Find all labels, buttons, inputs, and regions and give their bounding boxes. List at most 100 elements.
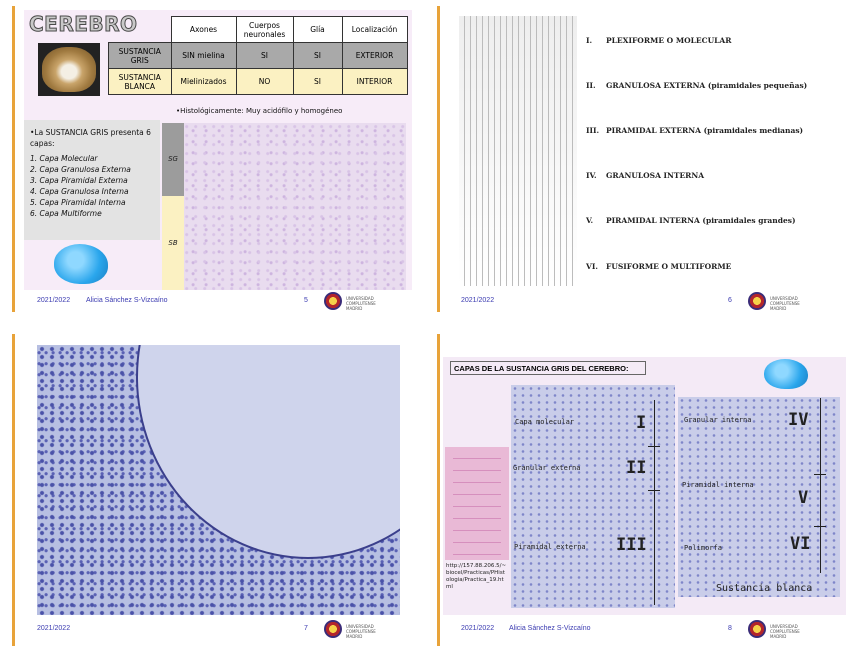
list-item: 1. Capa Molecular (30, 154, 98, 163)
micrograph-pink-overview (445, 447, 509, 560)
capas-box (24, 120, 160, 240)
roman-iv: IV (788, 410, 809, 430)
slide7-page-number: 7 (304, 625, 308, 632)
header-glia: Glía (292, 16, 343, 43)
histology-note: •Histológicamente: Muy acidófilo y homog… (176, 107, 343, 115)
cell-cuerpos-gris: SI (235, 42, 294, 69)
roman-v: V (798, 488, 809, 508)
layer-item-3: III. PIRAMIDAL EXTERNA (piramidales media… (586, 126, 803, 135)
label-sustancia-blanca: Sustancia blanca (716, 583, 813, 594)
roman-i: I (636, 413, 647, 433)
layer-item-2: II. GRANULOSA EXTERNA (piramidales pequeñ… (586, 81, 807, 90)
header-localizacion: Localización (341, 16, 408, 43)
brain-cartoon-icon (764, 359, 808, 389)
label-capa-molecular: Capa molecular (515, 418, 575, 426)
list-item: 4. Capa Granulosa Interna (30, 187, 129, 196)
brain-cartoon-icon (54, 244, 108, 284)
roman-vi: VI (790, 534, 811, 554)
label-piramidal-interna: Piramidal interna (682, 481, 754, 489)
layer-item-6: VI. FUSIFORME O MULTIFORME (586, 262, 731, 271)
slide5-title: CEREBRO (29, 12, 138, 37)
university-seal-icon (324, 620, 342, 638)
label-sb: SB (162, 196, 184, 290)
row-label-blanca: SUSTANCIA BLANCA (108, 68, 172, 95)
cell-glia-gris: SI (292, 42, 343, 69)
list-item: 2. Capa Granulosa Externa (30, 165, 131, 174)
layer-tick (814, 474, 826, 475)
slide6-footer-year: 2021/2022 (461, 297, 495, 304)
roman-iii: III (616, 535, 647, 555)
comparison-table: Axones Cuerpos neuronales Glía Localizac… (108, 16, 408, 95)
capas-text: •La SUSTANCIA GRIS presenta 6 capas: 1. … (30, 127, 152, 219)
slide8-footer-author: Alicia Sánchez S-Vizcaíno (509, 625, 591, 632)
header-cuerpos: Cuerpos neuronales (235, 16, 294, 43)
layer-name: PIRAMIDAL EXTERNA (piramidales medianas) (606, 126, 804, 135)
list-item: 6. Capa Multiforme (30, 209, 102, 218)
cell-axones-blanca: Mielinizados (170, 68, 237, 95)
slide5-accent-bar (12, 6, 15, 312)
micrograph-layers-upper (511, 385, 675, 608)
layer-num: V. (586, 216, 594, 225)
slide8-title: CAPAS DE LA SUSTANCIA GRIS DEL CEREBRO: (450, 361, 646, 375)
table-row: SUSTANCIA BLANCA Mielinizados NO SI INTE… (108, 68, 408, 95)
label-granular-interna: Granular interna (684, 416, 752, 424)
slide5-footer-year: 2021/2022 (37, 297, 71, 304)
slide6-page-number: 6 (728, 297, 732, 304)
label-polimorfa: Polimorfa (684, 544, 722, 552)
table-row: SUSTANCIA GRIS SIN mielina SI SI EXTERIO… (108, 42, 408, 69)
header-axones: Axones (170, 16, 237, 43)
source-url: http://157.88.206.5/~biocel/Practicas/PH… (446, 563, 507, 590)
slide5-footer-author: Alicia Sánchez S-Vizcaíno (86, 297, 168, 304)
micrograph-gray-matter (184, 123, 406, 290)
layer-item-5: V. PIRAMIDAL INTERNA (piramidales grandes… (586, 216, 796, 225)
cell-loc-gris: EXTERIOR (341, 42, 408, 69)
university-logo-text: UNIVERSIDAD COMPLUTENSE MADRID (346, 624, 376, 639)
university-seal-icon (748, 620, 766, 638)
university-seal-icon (748, 292, 766, 310)
roman-ii: II (626, 458, 647, 478)
label-granular-externa: Granular externa (513, 464, 581, 472)
layer-tick (814, 526, 826, 527)
cell-axones-gris: SIN mielina (170, 42, 237, 69)
slide6-accent-bar (437, 6, 440, 312)
layer-tick (648, 490, 660, 491)
list-item: 3. Capa Piramidal Externa (30, 176, 128, 185)
layer-name: GRANULOSA INTERNA (606, 171, 705, 180)
label-piramidal-externa: Piramidal externa (514, 543, 586, 551)
layer-name: GRANULOSA EXTERNA (piramidales pequeñas) (606, 81, 808, 90)
slide8-page-number: 8 (728, 625, 732, 632)
layer-tick (648, 446, 660, 447)
layer-name: PLEXIFORME O MOLECULAR (606, 36, 732, 45)
layer-name: PIRAMIDAL INTERNA (piramidales grandes) (606, 216, 796, 225)
label-sg: SG (162, 123, 184, 196)
layer-item-4: IV. GRANULOSA INTERNA (586, 171, 704, 180)
slide8-accent-bar (437, 334, 440, 646)
layer-num: VI. (586, 262, 598, 271)
layer-item-1: I. PLEXIFORME O MOLECULAR (586, 36, 731, 45)
slide5-page-number: 5 (304, 297, 308, 304)
university-logo-text: UNIVERSIDAD COMPLUTENSE MADRID (770, 296, 800, 311)
table-corner (109, 17, 172, 43)
cell-cuerpos-blanca: NO (235, 68, 294, 95)
slide7-accent-bar (12, 334, 15, 646)
university-seal-icon (324, 292, 342, 310)
cortex-layers-drawing (459, 16, 577, 286)
layer-scale-line-right (820, 398, 821, 573)
university-logo-text: UNIVERSIDAD COMPLUTENSE MADRID (770, 624, 800, 639)
micrograph-layers-lower (678, 397, 840, 597)
layer-num: IV. (586, 171, 597, 180)
brain-section-image (38, 43, 100, 96)
row-label-gris: SUSTANCIA GRIS (108, 42, 172, 69)
layer-num: I. (586, 36, 593, 45)
slide7-footer-year: 2021/2022 (37, 625, 71, 632)
layer-num: II. (586, 81, 596, 90)
capas-intro: •La SUSTANCIA GRIS presenta 6 capas: (30, 128, 151, 148)
layer-num: III. (586, 126, 600, 135)
university-logo-text: UNIVERSIDAD COMPLUTENSE MADRID (346, 296, 376, 311)
cell-loc-blanca: INTERIOR (341, 68, 408, 95)
micrograph-cortex-surface (37, 345, 400, 615)
slide8-footer-year: 2021/2022 (461, 625, 495, 632)
cell-glia-blanca: SI (292, 68, 343, 95)
layer-name: FUSIFORME O MULTIFORME (606, 262, 732, 271)
capas-list: 1. Capa Molecular 2. Capa Granulosa Exte… (30, 153, 152, 219)
